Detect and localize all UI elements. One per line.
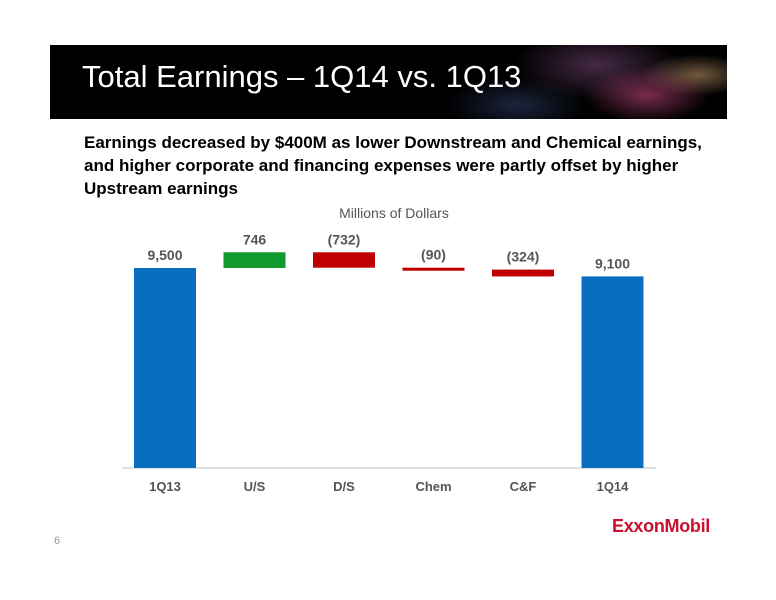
data-label: 9,100 — [595, 255, 630, 271]
page-number: 6 — [54, 535, 61, 547]
x-tick-label: Chem — [415, 479, 451, 494]
slide-title: Total Earnings – 1Q14 vs. 1Q13 — [82, 59, 522, 94]
bar-d-s — [313, 252, 375, 268]
bar-c-f — [492, 269, 554, 277]
title-banner: Total Earnings – 1Q14 vs. 1Q13 — [50, 45, 727, 119]
x-tick-label: D/S — [333, 479, 355, 494]
x-tick-label: U/S — [244, 479, 266, 494]
bar-1q14 — [581, 276, 644, 468]
slide-subtitle: Earnings decreased by $400M as lower Dow… — [84, 133, 702, 198]
bar-1q13 — [134, 268, 196, 468]
bar-chem — [402, 267, 465, 271]
chart-unit-label: Millions of Dollars — [339, 205, 449, 221]
x-tick-label: 1Q13 — [149, 479, 181, 494]
x-tick-label: C&F — [510, 479, 537, 494]
data-label: 9,500 — [147, 247, 182, 263]
banner-decoration — [397, 45, 727, 119]
data-label: (732) — [328, 231, 361, 247]
data-label: (324) — [507, 249, 540, 265]
bar-u-s — [223, 252, 286, 268]
company-logo: ExxonMobil — [612, 516, 711, 536]
x-tick-label: 1Q14 — [597, 479, 630, 494]
data-label: 746 — [243, 231, 267, 247]
data-label: (90) — [421, 247, 446, 263]
